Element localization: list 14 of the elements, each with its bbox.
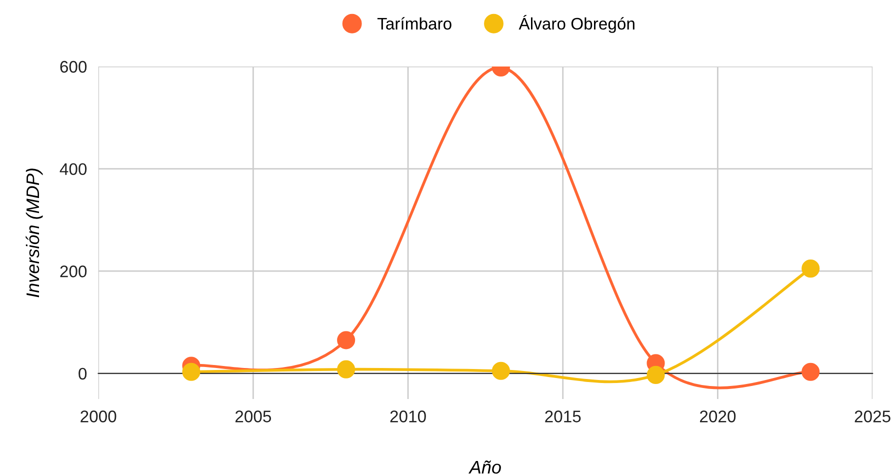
legend-label: Álvaro Obregón: [518, 15, 634, 33]
y-tick-label: 600: [60, 60, 87, 73]
x-tick-label: 2005: [235, 410, 272, 422]
y-axis-title: Inversión (MDP): [26, 168, 43, 298]
x-tick-label: 2000: [80, 410, 116, 422]
x-tick-label: 2025: [854, 410, 890, 422]
x-axis-title: Año: [468, 460, 501, 474]
y-tick-label: 0: [78, 368, 87, 380]
y-tick-label: 400: [60, 163, 87, 176]
x-tick-label: 2015: [545, 410, 581, 422]
legend-label: Tarímbaro: [377, 17, 452, 30]
x-tick-label: 2020: [700, 410, 736, 422]
x-tick-label: 2010: [390, 410, 426, 422]
y-tick-label: 200: [60, 266, 87, 278]
